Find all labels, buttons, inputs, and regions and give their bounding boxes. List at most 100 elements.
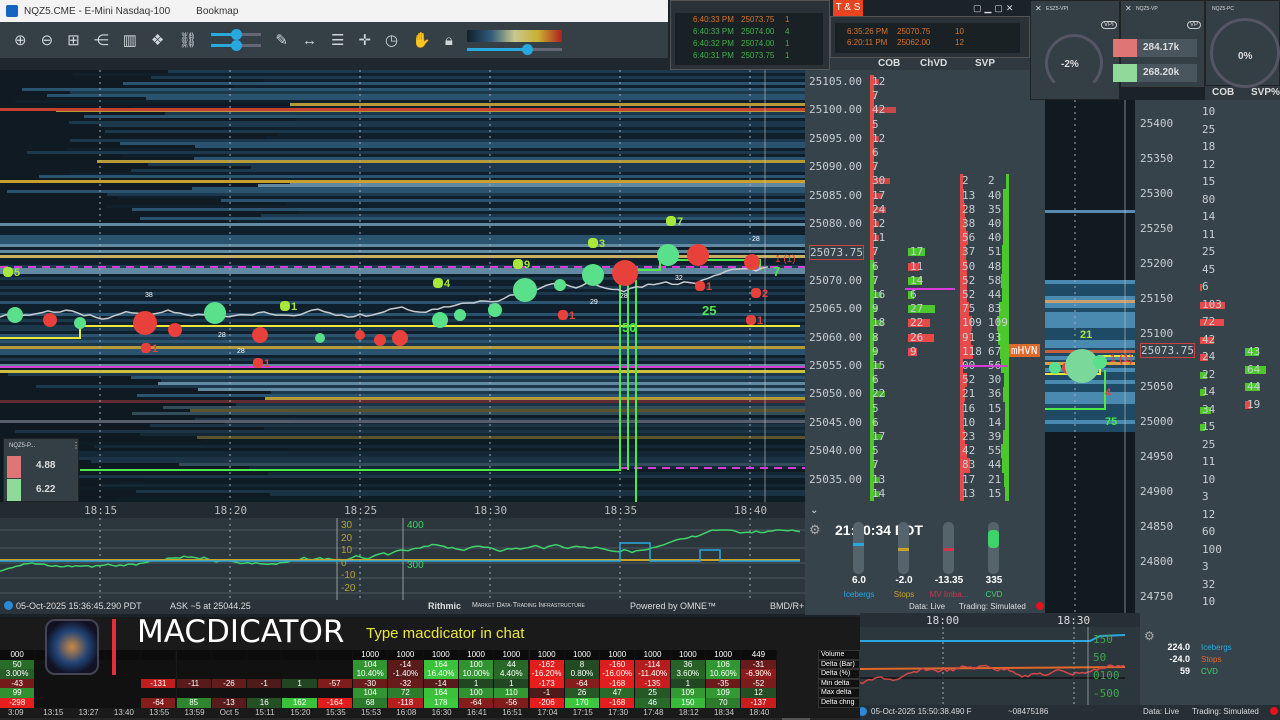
liquidity-band <box>231 127 805 130</box>
zoom-out-icon[interactable]: ⊖ <box>40 32 54 49</box>
heatmap-range-slider[interactable] <box>466 43 562 55</box>
info-icon[interactable] <box>4 601 13 610</box>
cob-value: 22 <box>1202 367 1216 381</box>
svp-buy-value: 40 <box>988 231 1002 245</box>
trading-status: Trading: Simulated <box>959 602 1026 611</box>
crosshair-icon[interactable]: ✛ <box>358 32 372 49</box>
heatmap-palette-dropdown[interactable] <box>466 29 562 42</box>
liquidity-band <box>132 208 805 211</box>
table-cell: 1000 <box>635 650 671 660</box>
ts-price: 25074.00 <box>741 27 775 36</box>
svp-sell-bar <box>960 430 965 445</box>
liquidity-band <box>251 166 805 169</box>
gear-icon[interactable]: ⚙ <box>809 522 821 537</box>
table-cell: 000 <box>0 650 36 660</box>
lock-icon[interactable]: 🔒︎ <box>444 31 453 49</box>
secondary-price-ladder[interactable]: 25400 25350 25300 25250 25200 25150 25100 25073… <box>1135 100 1280 626</box>
esz5-vpi-widget[interactable]: ✕ ESZ5-VPI VPI -2% <box>1030 0 1120 100</box>
nqz5-pc-widget[interactable]: NQZ5-PC 0% <box>1205 0 1280 88</box>
marker-label: 75 <box>1105 416 1117 428</box>
chat-icon[interactable]: ☰ <box>331 32 345 49</box>
cob-depth <box>872 448 875 455</box>
chvd-value: 22 <box>910 316 924 330</box>
header-svp[interactable]: SVP <box>975 58 996 69</box>
time-label: 16:30 <box>431 708 452 717</box>
cob-value: 103 <box>1202 297 1222 311</box>
time-label: 18:40 <box>749 708 770 717</box>
nodes-icon[interactable]: ❖ <box>150 32 165 49</box>
table-cell: -52 <box>741 678 777 689</box>
header-svp-pct[interactable]: SVP% <box>1251 87 1280 98</box>
nqz5-vp-widget[interactable]: ✕ NQZ5-VP VP 284.17k 268.20k <box>1113 0 1205 88</box>
table-cell: 1000 <box>388 650 424 660</box>
cob-depth <box>872 320 883 327</box>
svp-sell-value: 10 <box>962 415 976 429</box>
scrollbar-thumb[interactable] <box>782 718 810 720</box>
cob-value: 3 <box>1202 490 1209 503</box>
time-and-sales-window-1[interactable]: 6:40:33 PM 25073.75 1 6:40:33 PM 25074.00 4 6:… <box>670 0 830 70</box>
chart-icon[interactable]: ▥ <box>122 32 137 49</box>
gear-icon[interactable]: ⚙ <box>1144 629 1155 643</box>
window-controls[interactable]: ▢▁▢✕ <box>973 3 1017 13</box>
secondary-heatmap[interactable]: 21 4 75 1 (1) <box>1045 100 1135 615</box>
zoom-in-icon[interactable]: ⊕ <box>14 32 27 49</box>
table-cell: 25 <box>635 688 671 698</box>
cob-depth <box>872 334 877 341</box>
price-ladder[interactable]: 25105.00 25100.00 25095.00 25090.00 25085.00… <box>805 70 1045 510</box>
svp-buy-bar <box>1004 415 1009 430</box>
table-cell: 12 <box>741 688 777 698</box>
svp-bar <box>1245 365 1267 374</box>
table-cell: 16 <box>247 698 283 708</box>
pencil-icon[interactable]: ✎ <box>275 32 288 49</box>
indicator-pane[interactable]: 30 20 10 0 -10 -20 400 300 <box>0 518 805 600</box>
buy-trade-bubble <box>432 312 448 328</box>
brightness-slider[interactable] <box>211 29 262 40</box>
svp-buy-value: 109 <box>988 316 1008 330</box>
share-icon[interactable]: ⋲ <box>93 32 109 49</box>
ts-time: 6:40:33 PM <box>693 27 734 36</box>
header-cob[interactable]: COB <box>878 58 901 69</box>
contrast-slider[interactable] <box>211 40 262 51</box>
liquidity-band <box>1045 336 1135 340</box>
table-cell: 4.40% <box>494 669 530 679</box>
svp-buy-value: 2 <box>988 174 995 188</box>
header-cob-2[interactable]: COB <box>1212 87 1235 98</box>
cob-depth <box>1200 319 1224 326</box>
link-icon[interactable]: ⛓ <box>178 32 198 49</box>
nqz5-p-widget[interactable]: NQZ5-P... ⋮ 4.88 6.22 <box>3 438 80 502</box>
timer-icon[interactable]: ◷ <box>385 32 399 49</box>
hand-icon[interactable]: ✋ <box>412 32 431 49</box>
liquidity-band <box>221 199 805 202</box>
close-icon[interactable]: ✕ <box>1125 4 1132 13</box>
buy-trade-bubble <box>657 244 679 266</box>
poc-line <box>905 288 955 290</box>
svp-sell-bar <box>960 202 966 217</box>
buy-trade-bubble <box>488 303 502 317</box>
ts-size: 1 <box>785 39 790 48</box>
liquidity-band <box>1045 316 1135 320</box>
liquidity-band <box>263 79 805 82</box>
measure-icon[interactable]: ↔ <box>302 31 317 49</box>
liquidity-band <box>120 142 805 145</box>
time-axis: 18:15 18:20 18:25 18:30 18:35 18:40 <box>0 502 805 518</box>
header-chvd[interactable]: ChVD <box>920 58 948 69</box>
cvd-mini-chart[interactable]: ⚙ 05-Oct-2025 15:50:38.490 F ~08475186 D… <box>858 613 1280 720</box>
chevron-down-icon[interactable]: ⌄ <box>810 505 819 516</box>
info-icon[interactable] <box>858 707 867 716</box>
meter-track <box>988 522 999 574</box>
liquidity-band <box>0 310 805 313</box>
horizontal-scroll-area[interactable] <box>0 718 860 720</box>
time-label: 18:34 <box>714 708 735 717</box>
heatmap-chart[interactable]: 5 1 1 1 4 1 9 3 7 1 2 1 38 28 28 28 29 32 28 50 25 7 1 (1) <box>0 70 805 502</box>
close-icon[interactable]: ✕ <box>1035 4 1042 13</box>
status-time-2: 05-Oct-2025 15:50:38.490 F <box>871 707 972 716</box>
liquidity-band <box>1045 320 1135 324</box>
svp-buy-bar <box>1002 288 1009 303</box>
zoom-fit-icon[interactable]: ⊞ <box>67 32 80 49</box>
cvd-line <box>859 664 1125 685</box>
time-and-sales-window-2[interactable]: 6:35:26 PM 25070.75 10 6:20:11 PM 25062.00 12 <box>830 16 1030 58</box>
ts-tab[interactable]: T & S <box>833 0 863 16</box>
more-icon[interactable]: ⋮ <box>72 441 80 450</box>
liquidity-band <box>0 364 805 367</box>
table-cell: 1000 <box>494 650 530 660</box>
